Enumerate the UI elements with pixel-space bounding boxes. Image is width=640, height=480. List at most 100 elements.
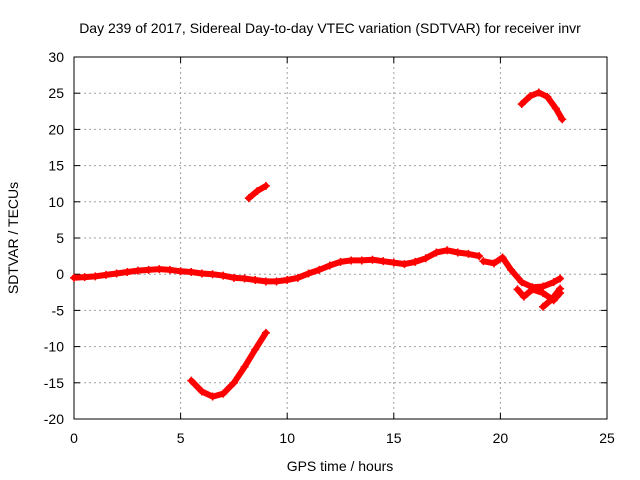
data-point [556,274,565,283]
data-point [389,258,398,267]
data-point [197,387,206,396]
y-tick-label: 15 [48,158,64,174]
data-point [165,265,174,274]
data-point [543,92,552,101]
data-point [219,271,228,280]
y-tick-label: 0 [56,266,64,282]
data-point [240,274,249,283]
series-line [188,329,269,400]
series-line [71,247,483,285]
data-point [336,257,345,266]
y-tick-label: -5 [52,302,65,318]
data-point [272,277,281,286]
series-0 [70,246,484,286]
data-point [558,115,567,124]
x-tick-label: 20 [493,430,509,446]
data-point [517,100,526,109]
data-point [261,181,270,190]
data-point [347,256,356,265]
y-tick-labels: -20 -15 -10 -5 0 5 10 15 20 25 30 [44,49,64,427]
x-tick-labels: 0 5 10 15 20 25 [70,430,615,446]
data-point [534,88,543,97]
data-point [293,273,302,282]
data-point [528,285,537,294]
data-point [229,378,238,387]
plot-frame [73,56,608,420]
data-point [368,255,377,264]
data-point [498,253,507,262]
data-point [490,259,499,268]
data-point [325,261,334,270]
data-point [304,269,313,278]
data-point [411,257,420,266]
data-point [244,194,253,203]
data-point [547,295,556,304]
data-point [123,268,132,277]
y-tick-label: 10 [48,194,64,210]
data-point [251,275,260,284]
data-point [251,345,260,354]
data-point [208,392,217,401]
data-point [513,285,522,294]
data-point [400,260,409,269]
data-point [475,252,484,261]
data-point [432,248,441,257]
data-point [283,275,292,284]
x-tick-label: 25 [599,430,615,446]
data-point [379,257,388,266]
data-point [453,248,462,257]
data-point [315,265,324,274]
data-point [517,278,526,287]
data-point [519,292,528,301]
y-tick-label: 5 [56,230,64,246]
data-point [155,265,164,274]
series-3 [479,253,565,292]
data-point [464,249,473,258]
data-point [240,362,249,371]
series-6 [517,88,567,124]
data-point [91,272,100,281]
chart-title: Day 239 of 2017, Sidereal Day-to-day VTE… [79,20,581,36]
data-point [80,273,89,282]
data-point [101,270,110,279]
y-axis-label: SDTVAR / TECUs [5,182,21,294]
data-point [539,302,548,311]
data-point [551,104,560,113]
data-point [549,278,558,287]
data-point [70,273,78,282]
data-point [133,266,142,275]
y-tick-label: -20 [44,411,64,427]
x-tick-label: 5 [177,430,185,446]
y-tick-label: 25 [48,85,64,101]
data-point [539,289,548,298]
data-point [526,92,535,101]
data-point [187,376,196,385]
y-tick-label: -10 [44,339,64,355]
data-point [176,267,185,276]
series-5 [539,284,565,311]
y-tick-label: 20 [48,121,64,137]
data-point [556,284,565,293]
data-point [421,254,430,263]
series-line [518,89,566,123]
series-1 [187,328,270,401]
data-point [507,265,516,274]
x-tick-label: 0 [70,430,78,446]
x-tick-label: 10 [279,430,295,446]
data-point [197,269,206,278]
y-tick-label: -15 [44,375,64,391]
data-point [112,269,121,278]
data-point [261,277,270,286]
y-tick-label: 30 [48,49,64,65]
data-point [144,265,153,274]
data-point [187,268,196,277]
x-axis-label: GPS time / hours [287,458,394,474]
x-tick-label: 15 [386,430,402,446]
data-point [219,389,228,398]
data-point [261,328,270,337]
data-point [253,186,262,195]
data-series [70,88,567,401]
grid-lines [74,57,607,419]
data-point [208,270,217,279]
